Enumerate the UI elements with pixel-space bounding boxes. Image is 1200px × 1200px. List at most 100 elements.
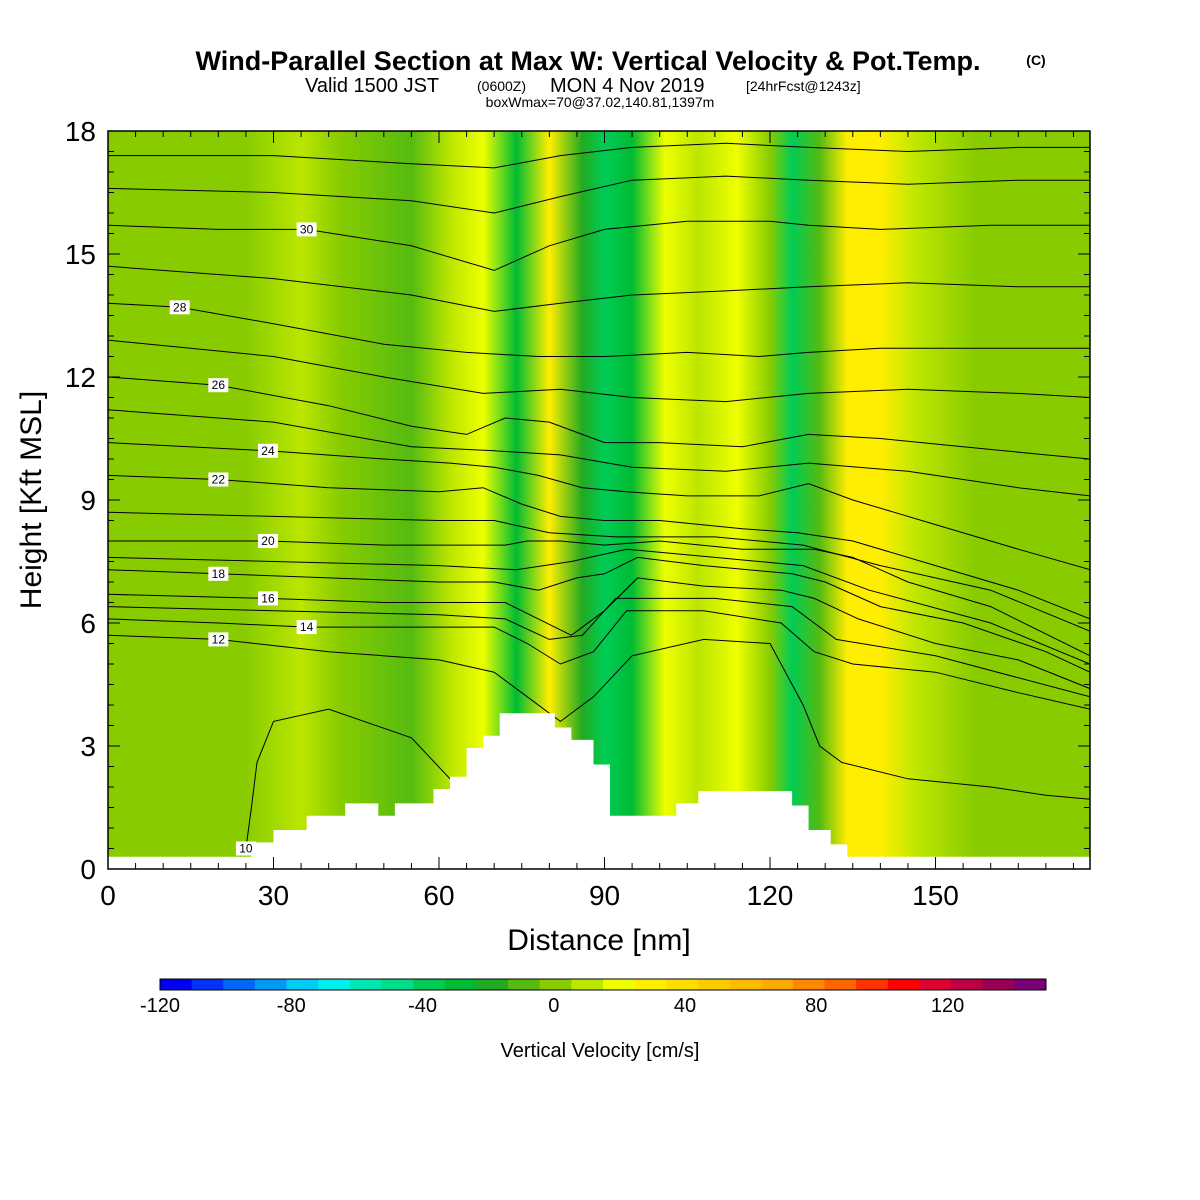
svg-text:22: 22 (212, 473, 226, 487)
isentrope-line-15 (108, 339, 1090, 403)
colorbar: -120 -80 -40 0 40 80 120 (140, 978, 1047, 1017)
colorbar-swatch (856, 979, 889, 990)
y-tick-label: 3 (80, 731, 96, 762)
colorbar-swatch (1014, 979, 1047, 990)
colorbar-swatch (571, 979, 604, 990)
isentrope-label-28: 28 (169, 300, 190, 315)
colorbar-swatch (286, 979, 319, 990)
colorbar-swatch (191, 979, 224, 990)
isentrope-label-18: 18 (208, 566, 229, 581)
colorbar-swatch (761, 979, 794, 990)
svg-text:20: 20 (261, 534, 275, 548)
y-axis-title: Height [Kft MSL] (15, 391, 48, 609)
isentrope-label-30: 30 (296, 222, 317, 237)
isentrope-labels: 10 12 14 16 18 20 22 24 26 28 30 (169, 222, 317, 856)
colorbar-swatch (919, 979, 952, 990)
colorbar-swatch (476, 979, 509, 990)
isentrope-label-10: 10 (235, 841, 256, 856)
colorbar-swatch (223, 979, 256, 990)
isentrope-line-12 (108, 548, 1090, 665)
isentrope-line-18 (108, 142, 1090, 169)
colorbar-title: Vertical Velocity [cm/s] (501, 1040, 700, 1062)
colorbar-tick-label: -80 (277, 995, 306, 1017)
colorbar-swatch (666, 979, 699, 990)
y-tick-label: 9 (80, 485, 96, 516)
x-tick-label: 150 (912, 880, 959, 911)
isentrope-label-14: 14 (296, 620, 317, 635)
isentrope-label-24: 24 (257, 443, 278, 458)
forecast-info: [24hrFcst@1243z] (746, 78, 861, 94)
svg-text:28: 28 (173, 300, 187, 314)
isentrope-label-22: 22 (208, 472, 229, 487)
colorbar-tick-label: -120 (140, 995, 180, 1017)
x-axis-title: Distance [nm] (507, 924, 690, 957)
colorbar-swatch (634, 979, 667, 990)
isentrope-line-2 (108, 610, 1090, 710)
colorbar-tick-label: 80 (805, 995, 827, 1017)
y-axis: 0 3 6 9 12 15 18 (65, 116, 1090, 885)
x-tick-label: 120 (747, 880, 794, 911)
colorbar-swatch (444, 979, 477, 990)
isentrope-label-16: 16 (257, 591, 278, 606)
isentrope-label-20: 20 (257, 534, 278, 548)
colorbar-swatch (160, 979, 193, 990)
svg-text:18: 18 (212, 567, 226, 581)
isentrope-line-9 (108, 302, 1090, 358)
colorbar-frame (159, 978, 1047, 991)
copyright-mark: (C) (1026, 52, 1045, 68)
colorbar-swatch (508, 979, 541, 990)
y-tick-label: 12 (65, 362, 96, 393)
isentrope-line-7 (108, 442, 1090, 571)
y-tick-label: 0 (80, 854, 96, 885)
colorbar-swatch (539, 979, 572, 990)
vertical-velocity-field (108, 131, 1090, 869)
colorbar-swatch (254, 979, 288, 990)
colorbar-tick-label: 40 (674, 995, 696, 1017)
isentrope-line-13 (108, 511, 1090, 632)
svg-text:10: 10 (239, 842, 253, 856)
colorbar-swatch (318, 979, 351, 990)
isentrope-line-3 (108, 577, 1090, 690)
svg-text:14: 14 (300, 620, 314, 634)
x-tick-label: 60 (423, 880, 454, 911)
y-tick-label: 6 (80, 608, 96, 639)
svg-text:12: 12 (212, 632, 226, 646)
isentrope-line-4 (108, 556, 1090, 673)
colorbar-swatch (381, 979, 414, 990)
chart-title: Wind-Parallel Section at Max W: Vertical… (196, 46, 981, 76)
valid-time-utc: (0600Z) (477, 78, 526, 94)
colorbar-swatch (824, 979, 857, 990)
x-tick-label: 90 (589, 880, 620, 911)
x-tick-label: 0 (100, 880, 116, 911)
colorbar-swatch (413, 979, 446, 990)
svg-text:16: 16 (261, 591, 275, 605)
colorbar-swatch (982, 979, 1015, 990)
isentrope-line-1 (108, 634, 1090, 800)
plot-area: 10 12 14 16 18 20 22 24 26 28 30 (108, 131, 1090, 869)
x-tick-label: 30 (258, 880, 289, 911)
valid-time-prefix: Valid 1500 JST (305, 75, 439, 97)
colorbar-swatch (729, 979, 762, 990)
svg-text:24: 24 (261, 444, 275, 458)
svg-text:30: 30 (300, 222, 314, 236)
isentrope-contours (108, 142, 1090, 849)
colorbar-swatch (887, 979, 920, 990)
isentrope-line-0 (245, 708, 451, 849)
colorbar-tick-label: -40 (408, 995, 437, 1017)
valid-date: MON 4 Nov 2019 (550, 75, 705, 97)
colorbar-swatch (951, 979, 984, 990)
isentrope-line-17 (108, 175, 1090, 214)
y-tick-label: 15 (65, 239, 96, 270)
terrain-mask (108, 713, 1090, 869)
isentrope-label-26: 26 (208, 378, 229, 393)
box-wmax-info: boxWmax=70@37.02,140.81,1397m (486, 94, 715, 110)
isentrope-line-16 (108, 265, 1090, 312)
isentrope-line-6 (108, 474, 1090, 620)
isentrope-label-12: 12 (208, 632, 229, 647)
y-tick-label: 18 (65, 116, 96, 147)
colorbar-swatch (697, 979, 731, 990)
isentrope-line-5 (108, 540, 1090, 657)
x-axis: 0 30 60 90 120 150 (100, 131, 1074, 911)
colorbar-swatch (349, 979, 382, 990)
